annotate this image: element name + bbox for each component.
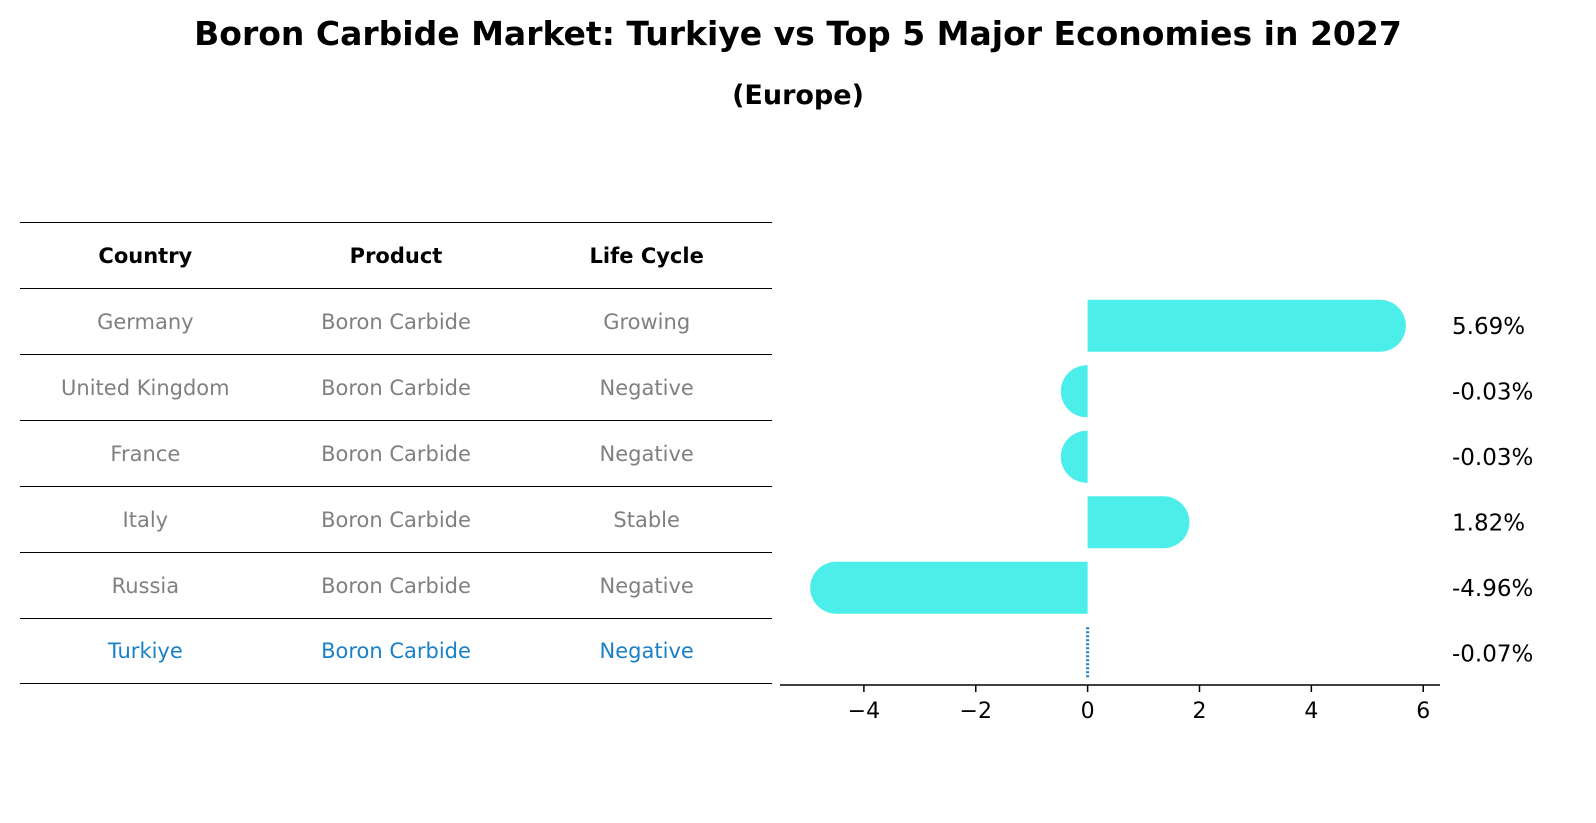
table-row: Germany Boron Carbide Growing: [20, 288, 772, 354]
header-country: Country: [98, 243, 193, 268]
product-cell: Boron Carbide: [321, 573, 471, 598]
table-row-highlighted: Turkiye Boron Carbide Negative: [20, 618, 772, 684]
product-cell: Boron Carbide: [321, 639, 471, 663]
life-cycle-cell: Growing: [603, 309, 691, 334]
bar-united-kingdom: [1060, 365, 1088, 418]
chart-title: Boron Carbide Market: Turkiye vs Top 5 M…: [194, 14, 1402, 53]
table-row: United Kingdom Boron Carbide Negative: [20, 354, 772, 420]
country-table: Country Product Life Cycle Germany Boron…: [20, 222, 772, 684]
life-cycle-cell: Negative: [599, 573, 694, 598]
value-label: -0.03%: [1452, 379, 1533, 405]
country-cell: Russia: [111, 573, 180, 598]
product-cell: Boron Carbide: [321, 507, 471, 532]
product-cell: Boron Carbide: [321, 441, 471, 466]
x-tick-label: 6: [1416, 699, 1430, 724]
bar-italy: [1087, 496, 1190, 549]
x-tick-label: 2: [1192, 699, 1206, 724]
value-label: -0.03%: [1452, 445, 1533, 471]
value-label: -4.96%: [1452, 576, 1533, 602]
country-cell: Turkiye: [107, 639, 183, 663]
x-tick-label: −2: [960, 699, 992, 724]
chart-subtitle: (Europe): [732, 80, 864, 111]
country-cell: France: [110, 441, 181, 466]
x-tick-label: 4: [1304, 699, 1318, 724]
country-cell: Germany: [97, 309, 194, 334]
bar-france: [1060, 430, 1088, 483]
life-cycle-cell: Stable: [613, 507, 680, 532]
value-label: 1.82%: [1452, 510, 1525, 536]
life-cycle-cell: Negative: [599, 441, 694, 466]
country-cell: United Kingdom: [61, 375, 230, 400]
header-product: Product: [349, 243, 443, 268]
product-cell: Boron Carbide: [321, 375, 471, 400]
table-header-row: Country Product Life Cycle: [20, 222, 772, 288]
table-row: France Boron Carbide Negative: [20, 420, 772, 486]
life-cycle-cell: Negative: [599, 375, 694, 400]
x-tick-label: 0: [1081, 699, 1095, 724]
value-label: 5.69%: [1452, 314, 1525, 340]
bar-germany: [1087, 299, 1406, 352]
country-cell: Italy: [122, 507, 169, 532]
product-cell: Boron Carbide: [321, 309, 471, 334]
bar-russia: [810, 561, 1088, 614]
header-life-cycle: Life Cycle: [589, 243, 704, 268]
value-label: -0.07%: [1452, 641, 1533, 667]
table-row: Italy Boron Carbide Stable: [20, 486, 772, 552]
x-tick-label: −4: [848, 699, 880, 724]
bar-chart-svg: 5.69% -0.03% -0.03% 1.82% -4.96% -0.07% −4 −2 0 2…: [780, 299, 1533, 724]
life-cycle-cell: Negative: [599, 639, 694, 663]
bar-chart: 5.69% -0.03% -0.03% 1.82% -4.96% -0.07% −4 −2 0 2…: [780, 222, 1580, 786]
table-row: Russia Boron Carbide Negative: [20, 552, 772, 618]
